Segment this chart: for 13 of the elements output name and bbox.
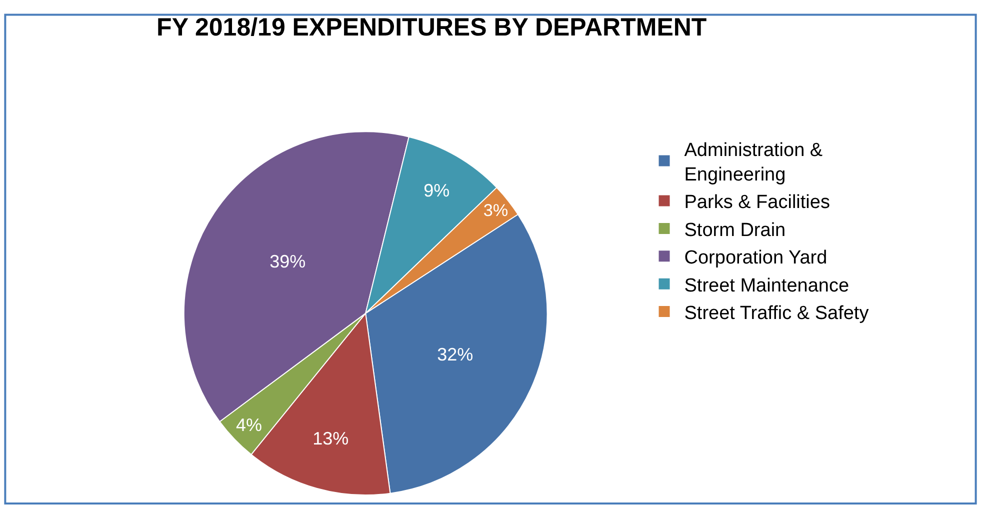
- data-label: 3%: [483, 200, 508, 220]
- chart-title: FY 2018/19 EXPENDITURES BY DEPARTMENT: [156, 13, 707, 42]
- legend-label: Storm Drain: [684, 220, 786, 241]
- data-label: 13%: [312, 428, 349, 449]
- data-label: 39%: [270, 252, 306, 272]
- legend-label: Corporation Yard: [684, 248, 828, 269]
- legend-label: Parks & Facilities: [684, 192, 830, 214]
- data-label: 32%: [437, 344, 474, 364]
- legend-label: Administration & Engineering: [684, 140, 823, 186]
- legend-label: Street Maintenance: [684, 275, 850, 296]
- legend-label: Street Traffic & Safety: [684, 302, 870, 324]
- data-label: 9%: [424, 180, 450, 200]
- data-label: 4%: [236, 415, 262, 436]
